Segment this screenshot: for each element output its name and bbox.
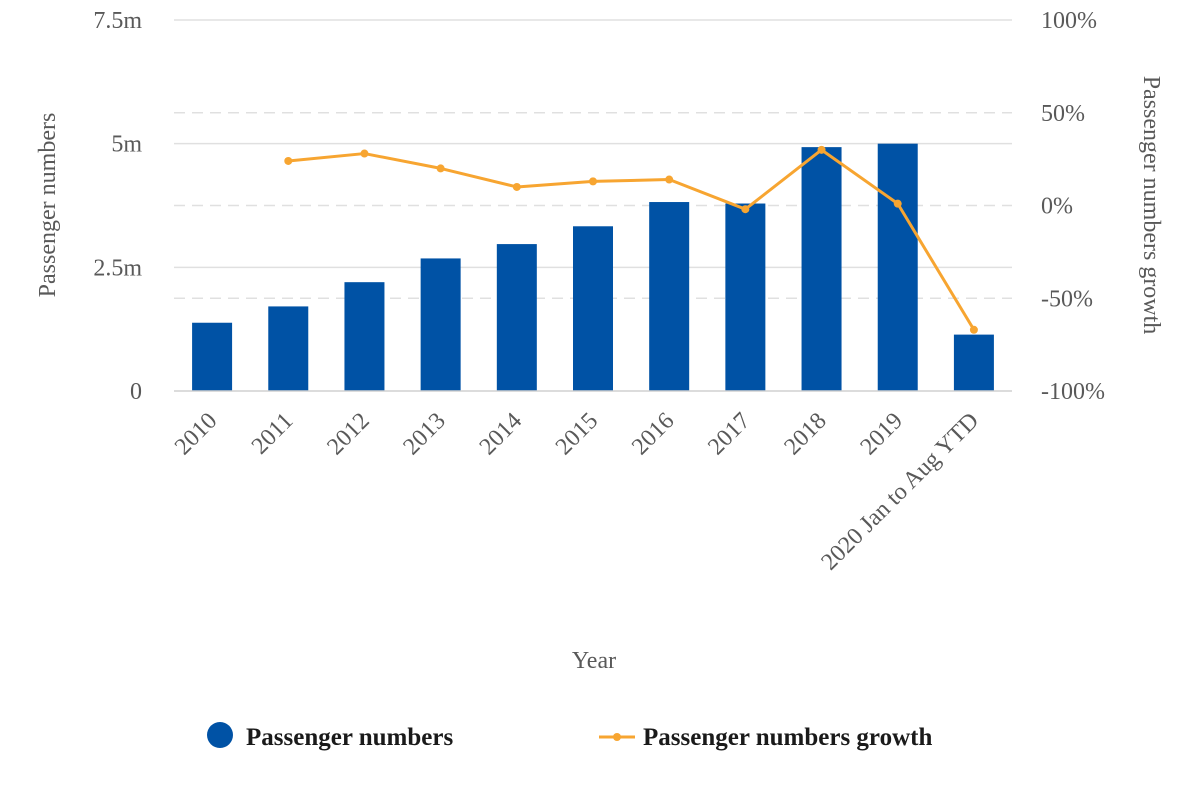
x-tick-label: 2013 (399, 408, 451, 460)
legend-line-label: Passenger numbers growth (643, 724, 932, 751)
x-tick-label: 2014 (475, 408, 527, 460)
growth-line (288, 148, 976, 331)
growth-point (817, 145, 826, 154)
x-tick-label: 2010 (170, 408, 222, 460)
y-tick-label: 5m (111, 132, 142, 158)
growth-point (512, 182, 521, 191)
x-tick-label: 2017 (703, 408, 755, 460)
growth-point (893, 199, 902, 208)
bar (649, 202, 690, 391)
x-axis-title: Year (572, 648, 616, 674)
legend-bar-marker (207, 722, 233, 748)
growth-point (284, 156, 293, 165)
y2-tick-label: 0% (1041, 194, 1073, 220)
y2-tick-label: -50% (1041, 286, 1093, 312)
bar (725, 203, 766, 391)
growth-point (360, 149, 369, 158)
y2-tick-label: 100% (1041, 8, 1097, 34)
growth-point (741, 205, 750, 214)
y-axis-title: Passenger numbers (35, 113, 61, 298)
x-tick-label: 2015 (551, 408, 603, 460)
y2-tick-label: -100% (1041, 379, 1105, 405)
x-tick-label: 2016 (627, 408, 679, 460)
bar (192, 322, 233, 391)
growth-point (969, 325, 978, 334)
bar (420, 258, 461, 391)
growth-point (589, 177, 597, 186)
bar-series (192, 143, 994, 391)
growth-point (665, 175, 674, 184)
bar (268, 306, 309, 391)
y2-tick-label: 50% (1041, 101, 1085, 127)
x-tick-label: 2011 (247, 408, 299, 460)
bar (953, 334, 994, 391)
y-tick-label: 2.5m (93, 255, 142, 281)
legend-line-dot (613, 733, 621, 741)
x-tick-label: 2019 (856, 408, 908, 460)
bar (877, 143, 918, 391)
y-tick-label: 0 (130, 379, 142, 405)
bar (573, 226, 613, 391)
growth-point (436, 164, 445, 173)
bar (344, 282, 385, 391)
legend: Passenger numbers Passenger numbers grow… (207, 722, 932, 751)
bar (801, 147, 842, 391)
legend-bar-label: Passenger numbers (246, 724, 453, 751)
y-tick-label: 7.5m (93, 8, 142, 34)
bar (496, 244, 537, 391)
x-tick-label: 2018 (779, 408, 831, 460)
line-series (284, 145, 978, 334)
y2-axis-title: Passenger numbers growth (1138, 76, 1164, 335)
x-tick-label: 2012 (322, 408, 374, 460)
